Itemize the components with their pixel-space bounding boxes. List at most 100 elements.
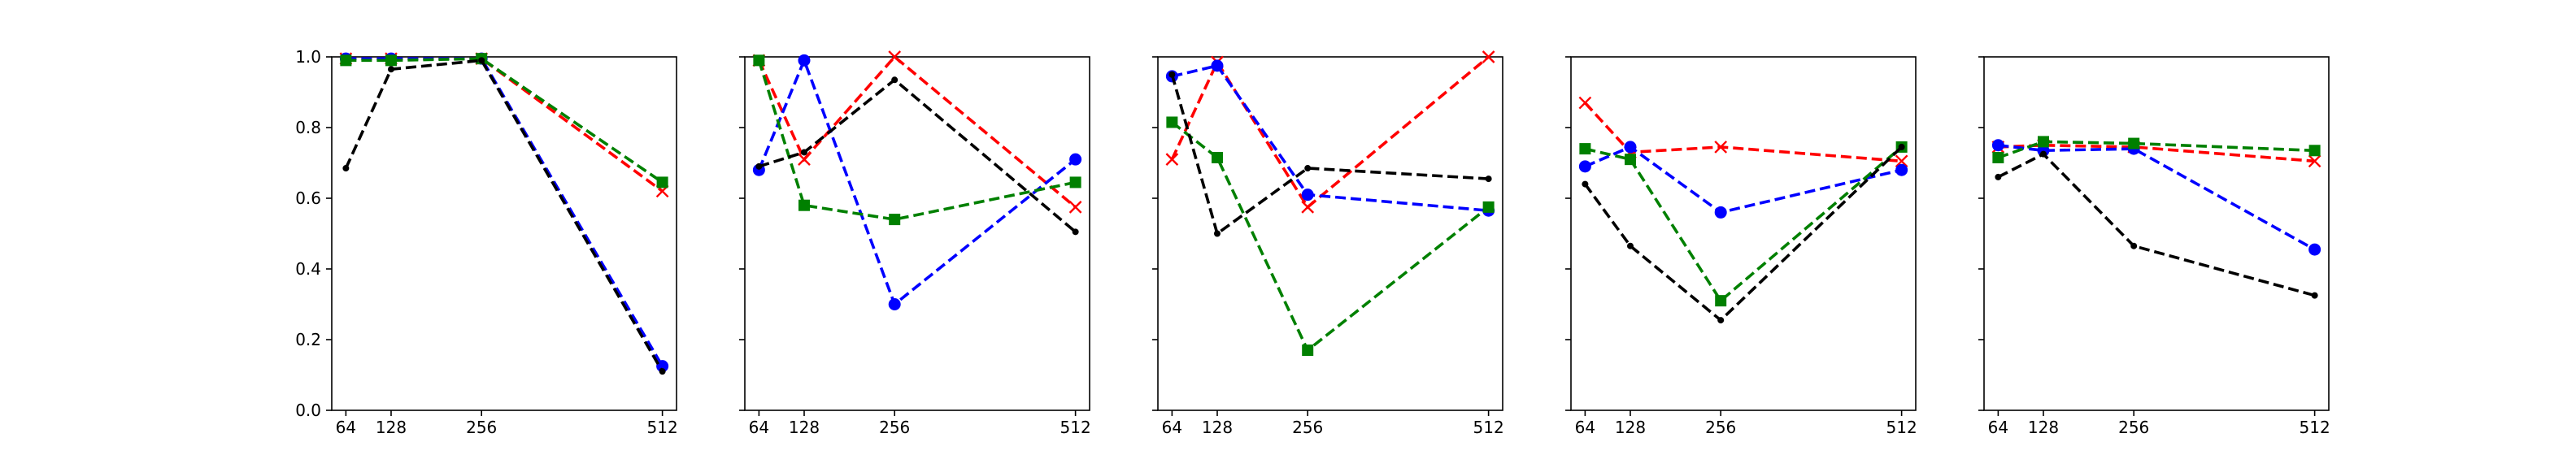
axes-frame: [1570, 56, 1917, 411]
x-tick-label: 512: [1886, 418, 1917, 437]
series-line: [757, 54, 1077, 209]
y-tick-label: 0.6: [295, 188, 321, 208]
data-point: [1211, 59, 1224, 72]
x-tick-label: 512: [647, 418, 678, 437]
x-tick-label: 256: [1705, 418, 1736, 437]
data-point: [656, 360, 669, 373]
series-4: [1582, 143, 1905, 324]
axes-frame: [1983, 56, 2330, 411]
data-point: [1485, 176, 1492, 183]
data-point: [387, 66, 394, 73]
data-point: [1714, 141, 1728, 154]
x-tick-label: 128: [376, 418, 407, 437]
data-point: [1482, 50, 1495, 63]
x-tick-label: 256: [1292, 418, 1323, 437]
series-line: [346, 57, 664, 184]
data-point: [340, 54, 352, 67]
y-tick-label: 0.8: [295, 118, 321, 137]
series-1: [1165, 50, 1495, 214]
data-point: [1069, 153, 1082, 166]
series-2: [1578, 141, 1908, 219]
data-point: [2311, 292, 2318, 299]
data-point: [2308, 154, 2321, 168]
data-point: [1991, 139, 2004, 152]
axes-frame: [744, 56, 1090, 411]
x-tick-label: 256: [2118, 418, 2149, 437]
series-line: [346, 57, 664, 193]
data-point: [1579, 143, 1591, 155]
data-point: [889, 214, 901, 226]
data-point: [1211, 151, 1223, 163]
data-point: [1165, 153, 1179, 166]
x-tick-label: 256: [466, 418, 497, 437]
data-point: [1213, 230, 1221, 237]
series-3: [1579, 141, 1908, 307]
series-line: [1997, 152, 2316, 297]
x-tick-label: 128: [789, 418, 820, 437]
data-point: [385, 54, 397, 67]
data-point: [1895, 163, 1908, 176]
series-line: [1583, 145, 1903, 323]
series-line: [1998, 143, 2316, 251]
series-line: [344, 58, 664, 373]
data-point: [1895, 154, 1908, 168]
series-2: [1165, 59, 1495, 217]
x-tick-label: 512: [1060, 418, 1091, 437]
data-point: [659, 368, 666, 375]
data-point: [2130, 242, 2138, 249]
panels: 64 128 256 512 0.0 0.2 0.4 0.6 0.8 1.0 64 128 256 512…: [295, 47, 2330, 437]
data-point: [1992, 151, 2004, 163]
x-tick-label: 64: [1575, 418, 1595, 437]
x-tick-label: 128: [2028, 418, 2059, 437]
y-tick-label: 0.2: [295, 330, 321, 349]
data-point: [888, 50, 902, 63]
series-line: [1998, 143, 2315, 163]
data-point: [1626, 242, 1634, 249]
data-point: [2308, 145, 2321, 157]
series-4: [1995, 150, 2318, 299]
panel-2: 64 128 256 512: [739, 50, 1091, 437]
axes-frame: [331, 56, 677, 411]
series-line: [758, 77, 1077, 233]
panel-1: 64 128 256 512 0.0 0.2 0.4 0.6 0.8 1.0: [295, 47, 678, 437]
x-tick-label: 64: [749, 418, 769, 437]
data-point: [1166, 116, 1178, 128]
data-point: [1578, 96, 1592, 110]
data-point: [2128, 137, 2140, 150]
series-line: [1584, 102, 1902, 163]
x-tick-label: 512: [1473, 418, 1504, 437]
x-tick-label: 128: [1202, 418, 1233, 437]
series-3: [753, 54, 1081, 226]
panel-5: 64 128 256 512: [1978, 56, 2330, 437]
series-3: [1992, 136, 2321, 163]
series-2: [752, 54, 1082, 310]
data-point: [2037, 136, 2049, 148]
series-line: [1170, 55, 1490, 210]
y-tick-label: 1.0: [295, 47, 321, 67]
series-3: [340, 53, 668, 188]
data-point: [798, 153, 811, 166]
data-point: [1072, 228, 1079, 236]
series-1: [752, 50, 1082, 214]
x-tick-label: 256: [879, 418, 910, 437]
data-point: [1714, 206, 1727, 219]
data-point: [1301, 201, 1315, 214]
data-point: [1482, 201, 1495, 213]
data-point: [1301, 188, 1314, 202]
data-point: [342, 165, 350, 172]
data-point: [1168, 71, 1176, 78]
panel-4: 64 128 256 512: [1565, 56, 1917, 437]
data-point: [1069, 176, 1081, 188]
data-point: [800, 149, 807, 156]
data-point: [1068, 201, 1082, 214]
data-point: [2039, 150, 2047, 158]
data-point: [478, 57, 485, 64]
panel-3: 64 128 256 512: [1152, 50, 1504, 437]
data-point: [798, 54, 811, 67]
data-point: [798, 199, 810, 211]
data-point: [1304, 165, 1312, 172]
data-point: [1717, 317, 1725, 324]
series-4: [755, 76, 1079, 236]
series-line: [1171, 121, 1490, 353]
